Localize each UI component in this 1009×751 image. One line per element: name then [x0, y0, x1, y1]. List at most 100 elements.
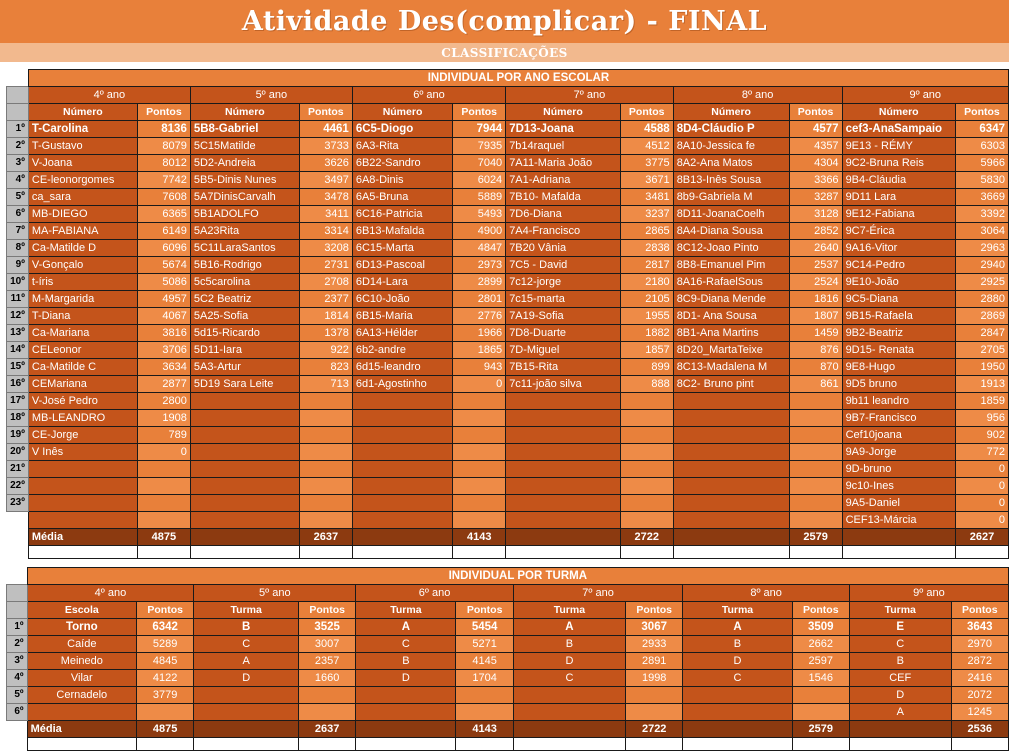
- cell-name: [351, 477, 454, 495]
- cell-points: 4122: [136, 669, 195, 687]
- blank-cell: [26, 737, 138, 751]
- cell-points: 1816: [788, 290, 843, 308]
- cell-points: [452, 477, 507, 495]
- cell-points: 5830: [954, 171, 1009, 189]
- cell-name: V-José Pedro: [27, 392, 138, 410]
- cell-name: B: [355, 652, 457, 670]
- spacer: [0, 635, 7, 653]
- cell-name: T-Gustavo: [27, 137, 138, 155]
- cell-points: 1908: [136, 409, 191, 427]
- cell-points: 4357: [788, 137, 843, 155]
- col-header-name-3: Número: [505, 103, 621, 121]
- cell-points: 0: [452, 375, 507, 393]
- cell-name: 9E12-Fabiana: [841, 205, 956, 223]
- average-value-4: 2579: [788, 528, 843, 546]
- average-value-0: 4875: [136, 528, 191, 546]
- table-row: 8º Ca-Matilde D 6096 5C11LaraSantos 3208 6C15…: [0, 239, 1009, 257]
- cell-points: [619, 494, 674, 512]
- individual-por-ano-escolar-table: INDIVIDUAL POR ANO ESCOLAR 4º ano 5º ano 6º…: [0, 69, 1009, 559]
- cell-name: B: [682, 635, 793, 653]
- blank-cell: [351, 545, 454, 559]
- cell-name: [193, 686, 300, 704]
- cell-name: V-Joana: [27, 154, 138, 172]
- cell-points: 3411: [298, 205, 353, 223]
- cell-name: [351, 426, 454, 444]
- cell-name: T-Diana: [27, 307, 138, 325]
- table-row: 18º MB-LEANDRO 1908 9B7-Francisco 956: [0, 409, 1009, 427]
- cell-points: 6303: [954, 137, 1009, 155]
- cell-points: 3509: [791, 618, 850, 636]
- rank-cell: 22º: [6, 477, 29, 495]
- cell-points: 1913: [954, 375, 1009, 393]
- cell-name: E: [848, 618, 952, 636]
- cell-name: 8C2- Bruno pint: [672, 375, 790, 393]
- cell-points: 4588: [619, 120, 674, 138]
- cell-points: [298, 511, 353, 529]
- cell-points: 3478: [298, 188, 353, 206]
- cell-name: [351, 511, 454, 529]
- cell-points: [452, 392, 507, 410]
- cell-name: 5C11LaraSantos: [189, 239, 300, 257]
- spacer: [0, 443, 7, 461]
- col-header-name-3: Turma: [512, 601, 627, 619]
- spacer: [6, 545, 29, 559]
- spacer: [0, 137, 7, 155]
- cell-name: 9C14-Pedro: [841, 256, 956, 274]
- cell-points: [791, 686, 850, 704]
- cell-name: 9C7-Érica: [841, 222, 956, 240]
- cell-name: 7b14raquel: [505, 137, 621, 155]
- cell-points: 4512: [619, 137, 674, 155]
- gap-cell: [297, 559, 352, 567]
- blank-cell: [625, 737, 684, 751]
- cell-name: 5C15Matilde: [189, 137, 300, 155]
- cell-name: MA-FABIANA: [27, 222, 138, 240]
- cell-name: [351, 460, 454, 478]
- rank-cell: 4º: [6, 669, 28, 687]
- cell-name: 7A11-Maria João: [505, 154, 621, 172]
- cell-points: 8012: [136, 154, 191, 172]
- cell-points: 3706: [136, 341, 191, 359]
- average-blank: [848, 720, 952, 738]
- cell-name: 5B5-Dinis Nunes: [189, 171, 300, 189]
- rank-cell: 3º: [6, 652, 28, 670]
- cell-points: [788, 443, 843, 461]
- average-value-3: 2722: [619, 528, 674, 546]
- cell-points: 2537: [788, 256, 843, 274]
- column-header-row: Número Pontos Número Pontos Número Pontos Núme…: [0, 103, 1009, 121]
- cell-name: MB-LEANDRO: [27, 409, 138, 427]
- rank-cell: 2º: [6, 137, 29, 155]
- col-header-points-4: Pontos: [791, 601, 850, 619]
- cell-points: 7935: [452, 137, 507, 155]
- spacer: [0, 171, 7, 189]
- col-header-points-0: Pontos: [136, 103, 191, 121]
- cell-points: [136, 511, 191, 529]
- average-value-2: 4143: [452, 528, 507, 546]
- cell-points: 7608: [136, 188, 191, 206]
- cell-name: CEF: [848, 669, 952, 687]
- cell-name: 9E13 - RÉMY: [841, 137, 956, 155]
- cell-name: A: [512, 618, 627, 636]
- cell-points: 1998: [625, 669, 684, 687]
- rank-cell: 11º: [6, 290, 29, 308]
- cell-points: [452, 426, 507, 444]
- cell-points: 2899: [452, 273, 507, 291]
- cell-points: 902: [954, 426, 1009, 444]
- rank-cell: 19º: [6, 426, 29, 444]
- spacer: [0, 703, 7, 721]
- cell-points: 4957: [136, 290, 191, 308]
- cell-points: [619, 426, 674, 444]
- cell-points: 1245: [950, 703, 1009, 721]
- rank-cell: 23º: [6, 494, 29, 512]
- cell-name: 8A2-Ana Matos: [672, 154, 790, 172]
- cell-points: [788, 460, 843, 478]
- blank-cell: [954, 545, 1009, 559]
- cell-points: 1865: [452, 341, 507, 359]
- rank-cell: 15º: [6, 358, 29, 376]
- cell-points: [788, 426, 843, 444]
- cell-points: 4847: [452, 239, 507, 257]
- cell-points: 3643: [950, 618, 1009, 636]
- cell-points: 2708: [298, 273, 353, 291]
- cell-points: 1882: [619, 324, 674, 342]
- cell-name: 8C12-Joao Pinto: [672, 239, 790, 257]
- average-blank: [672, 528, 790, 546]
